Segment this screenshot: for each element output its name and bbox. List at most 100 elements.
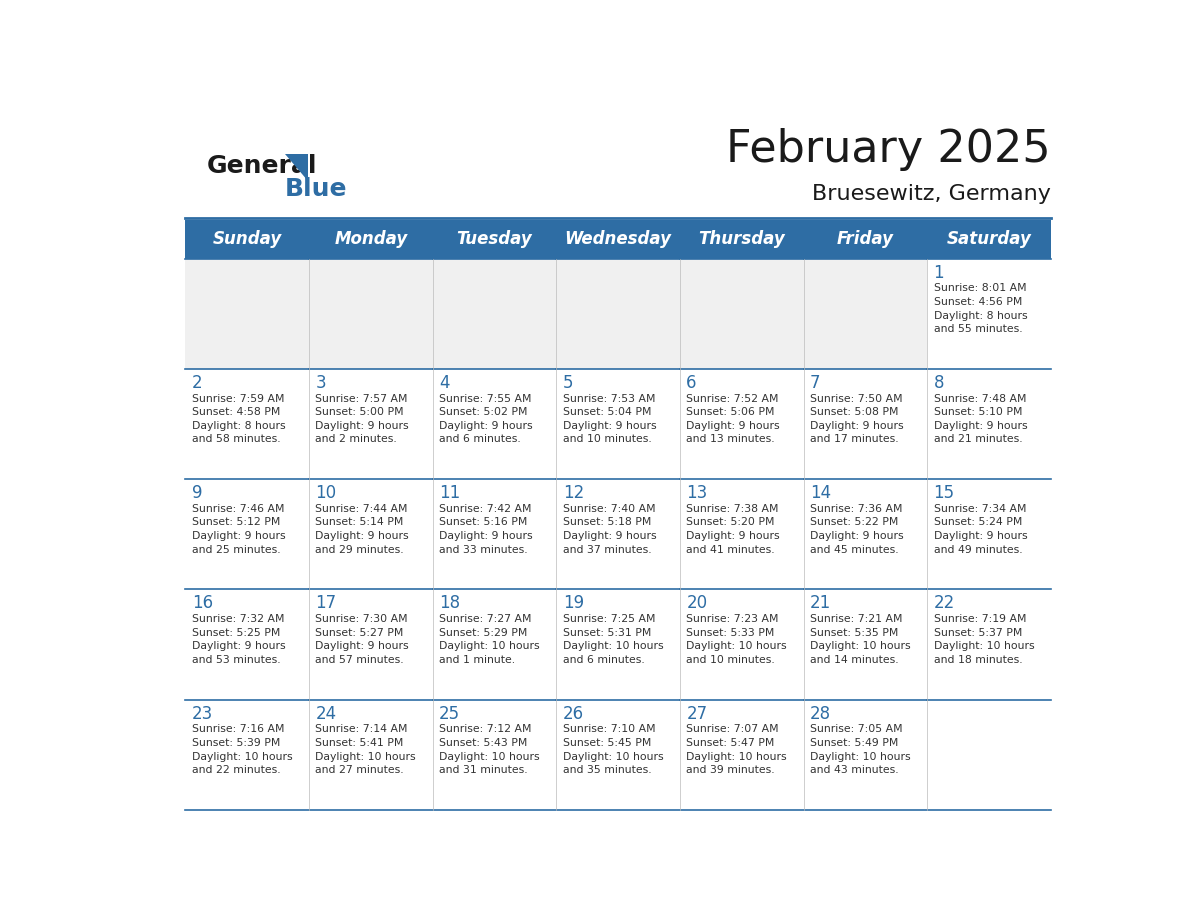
Text: Sunrise: 7:34 AM
Sunset: 5:24 PM
Daylight: 9 hours
and 49 minutes.: Sunrise: 7:34 AM Sunset: 5:24 PM Dayligh… <box>934 504 1028 554</box>
Text: 10: 10 <box>315 484 336 502</box>
Bar <box>556 479 680 589</box>
Text: Blue: Blue <box>285 177 347 201</box>
Text: Sunrise: 7:57 AM
Sunset: 5:00 PM
Daylight: 9 hours
and 2 minutes.: Sunrise: 7:57 AM Sunset: 5:00 PM Dayligh… <box>315 394 409 444</box>
Text: 26: 26 <box>563 705 583 722</box>
Text: Sunrise: 7:07 AM
Sunset: 5:47 PM
Daylight: 10 hours
and 39 minutes.: Sunrise: 7:07 AM Sunset: 5:47 PM Dayligh… <box>687 724 786 775</box>
Bar <box>927 479 1051 589</box>
Bar <box>309 479 432 589</box>
Text: 17: 17 <box>315 594 336 612</box>
Bar <box>432 479 556 589</box>
Text: 2: 2 <box>191 374 202 392</box>
Text: Sunrise: 7:32 AM
Sunset: 5:25 PM
Daylight: 9 hours
and 53 minutes.: Sunrise: 7:32 AM Sunset: 5:25 PM Dayligh… <box>191 614 285 665</box>
Bar <box>927 589 1051 700</box>
Bar <box>185 589 309 700</box>
Text: Sunrise: 7:46 AM
Sunset: 5:12 PM
Daylight: 9 hours
and 25 minutes.: Sunrise: 7:46 AM Sunset: 5:12 PM Dayligh… <box>191 504 285 554</box>
Bar <box>185 259 309 369</box>
Bar <box>185 219 1051 259</box>
Bar <box>927 259 1051 369</box>
Text: Wednesday: Wednesday <box>564 230 671 248</box>
Text: 24: 24 <box>315 705 336 722</box>
Text: Saturday: Saturday <box>947 230 1031 248</box>
Bar <box>185 369 309 479</box>
Bar <box>309 369 432 479</box>
Bar <box>309 589 432 700</box>
Bar <box>803 259 927 369</box>
Bar <box>556 700 680 810</box>
Bar <box>309 259 432 369</box>
Bar <box>803 369 927 479</box>
Text: Sunrise: 7:36 AM
Sunset: 5:22 PM
Daylight: 9 hours
and 45 minutes.: Sunrise: 7:36 AM Sunset: 5:22 PM Dayligh… <box>810 504 904 554</box>
Bar <box>432 700 556 810</box>
Text: Sunrise: 7:59 AM
Sunset: 4:58 PM
Daylight: 8 hours
and 58 minutes.: Sunrise: 7:59 AM Sunset: 4:58 PM Dayligh… <box>191 394 285 444</box>
Text: Sunrise: 7:48 AM
Sunset: 5:10 PM
Daylight: 9 hours
and 21 minutes.: Sunrise: 7:48 AM Sunset: 5:10 PM Dayligh… <box>934 394 1028 444</box>
Text: Sunrise: 7:19 AM
Sunset: 5:37 PM
Daylight: 10 hours
and 18 minutes.: Sunrise: 7:19 AM Sunset: 5:37 PM Dayligh… <box>934 614 1035 665</box>
Text: Sunrise: 7:30 AM
Sunset: 5:27 PM
Daylight: 9 hours
and 57 minutes.: Sunrise: 7:30 AM Sunset: 5:27 PM Dayligh… <box>315 614 409 665</box>
Text: Friday: Friday <box>836 230 893 248</box>
Text: 14: 14 <box>810 484 832 502</box>
Bar <box>803 479 927 589</box>
Bar <box>803 700 927 810</box>
Text: 13: 13 <box>687 484 708 502</box>
Text: Sunrise: 7:40 AM
Sunset: 5:18 PM
Daylight: 9 hours
and 37 minutes.: Sunrise: 7:40 AM Sunset: 5:18 PM Dayligh… <box>563 504 656 554</box>
Bar <box>185 700 309 810</box>
Text: 16: 16 <box>191 594 213 612</box>
Text: 25: 25 <box>440 705 460 722</box>
Text: 21: 21 <box>810 594 832 612</box>
Text: 4: 4 <box>440 374 449 392</box>
Bar <box>432 259 556 369</box>
Bar <box>680 589 803 700</box>
Text: Sunrise: 7:12 AM
Sunset: 5:43 PM
Daylight: 10 hours
and 31 minutes.: Sunrise: 7:12 AM Sunset: 5:43 PM Dayligh… <box>440 724 539 775</box>
Text: 28: 28 <box>810 705 832 722</box>
Text: 18: 18 <box>440 594 460 612</box>
Text: Sunrise: 7:55 AM
Sunset: 5:02 PM
Daylight: 9 hours
and 6 minutes.: Sunrise: 7:55 AM Sunset: 5:02 PM Dayligh… <box>440 394 532 444</box>
Text: 1: 1 <box>934 263 944 282</box>
Text: 11: 11 <box>440 484 460 502</box>
Bar <box>927 369 1051 479</box>
Text: 9: 9 <box>191 484 202 502</box>
Bar <box>432 369 556 479</box>
Text: Sunrise: 7:50 AM
Sunset: 5:08 PM
Daylight: 9 hours
and 17 minutes.: Sunrise: 7:50 AM Sunset: 5:08 PM Dayligh… <box>810 394 904 444</box>
Text: Bruesewitz, Germany: Bruesewitz, Germany <box>811 185 1051 205</box>
Text: Sunrise: 7:05 AM
Sunset: 5:49 PM
Daylight: 10 hours
and 43 minutes.: Sunrise: 7:05 AM Sunset: 5:49 PM Dayligh… <box>810 724 910 775</box>
Text: Sunrise: 7:25 AM
Sunset: 5:31 PM
Daylight: 10 hours
and 6 minutes.: Sunrise: 7:25 AM Sunset: 5:31 PM Dayligh… <box>563 614 663 665</box>
Bar <box>556 259 680 369</box>
Bar <box>309 700 432 810</box>
Text: 23: 23 <box>191 705 213 722</box>
Polygon shape <box>285 154 308 181</box>
Text: Sunrise: 7:23 AM
Sunset: 5:33 PM
Daylight: 10 hours
and 10 minutes.: Sunrise: 7:23 AM Sunset: 5:33 PM Dayligh… <box>687 614 786 665</box>
Text: February 2025: February 2025 <box>726 128 1051 171</box>
Text: 3: 3 <box>315 374 326 392</box>
Text: Sunrise: 7:38 AM
Sunset: 5:20 PM
Daylight: 9 hours
and 41 minutes.: Sunrise: 7:38 AM Sunset: 5:20 PM Dayligh… <box>687 504 781 554</box>
Bar <box>185 479 309 589</box>
Text: 8: 8 <box>934 374 944 392</box>
Text: Sunrise: 7:16 AM
Sunset: 5:39 PM
Daylight: 10 hours
and 22 minutes.: Sunrise: 7:16 AM Sunset: 5:39 PM Dayligh… <box>191 724 292 775</box>
Text: Sunrise: 7:42 AM
Sunset: 5:16 PM
Daylight: 9 hours
and 33 minutes.: Sunrise: 7:42 AM Sunset: 5:16 PM Dayligh… <box>440 504 532 554</box>
Text: 27: 27 <box>687 705 707 722</box>
Text: General: General <box>207 154 317 178</box>
Text: Monday: Monday <box>334 230 407 248</box>
Bar <box>556 369 680 479</box>
Bar <box>556 589 680 700</box>
Text: Sunrise: 8:01 AM
Sunset: 4:56 PM
Daylight: 8 hours
and 55 minutes.: Sunrise: 8:01 AM Sunset: 4:56 PM Dayligh… <box>934 284 1028 334</box>
Text: Sunrise: 7:10 AM
Sunset: 5:45 PM
Daylight: 10 hours
and 35 minutes.: Sunrise: 7:10 AM Sunset: 5:45 PM Dayligh… <box>563 724 663 775</box>
Bar <box>680 369 803 479</box>
Bar <box>803 589 927 700</box>
Text: Sunrise: 7:52 AM
Sunset: 5:06 PM
Daylight: 9 hours
and 13 minutes.: Sunrise: 7:52 AM Sunset: 5:06 PM Dayligh… <box>687 394 781 444</box>
Text: 5: 5 <box>563 374 573 392</box>
Text: Thursday: Thursday <box>699 230 785 248</box>
Text: 22: 22 <box>934 594 955 612</box>
Bar <box>680 479 803 589</box>
Text: 15: 15 <box>934 484 955 502</box>
Bar <box>432 589 556 700</box>
Text: Sunrise: 7:44 AM
Sunset: 5:14 PM
Daylight: 9 hours
and 29 minutes.: Sunrise: 7:44 AM Sunset: 5:14 PM Dayligh… <box>315 504 409 554</box>
Text: Sunrise: 7:21 AM
Sunset: 5:35 PM
Daylight: 10 hours
and 14 minutes.: Sunrise: 7:21 AM Sunset: 5:35 PM Dayligh… <box>810 614 910 665</box>
Bar <box>680 259 803 369</box>
Text: Sunrise: 7:53 AM
Sunset: 5:04 PM
Daylight: 9 hours
and 10 minutes.: Sunrise: 7:53 AM Sunset: 5:04 PM Dayligh… <box>563 394 656 444</box>
Text: 20: 20 <box>687 594 707 612</box>
Text: Sunrise: 7:14 AM
Sunset: 5:41 PM
Daylight: 10 hours
and 27 minutes.: Sunrise: 7:14 AM Sunset: 5:41 PM Dayligh… <box>315 724 416 775</box>
Text: 6: 6 <box>687 374 697 392</box>
Text: Sunday: Sunday <box>213 230 282 248</box>
Text: Tuesday: Tuesday <box>456 230 532 248</box>
Text: 12: 12 <box>563 484 584 502</box>
Text: 7: 7 <box>810 374 821 392</box>
